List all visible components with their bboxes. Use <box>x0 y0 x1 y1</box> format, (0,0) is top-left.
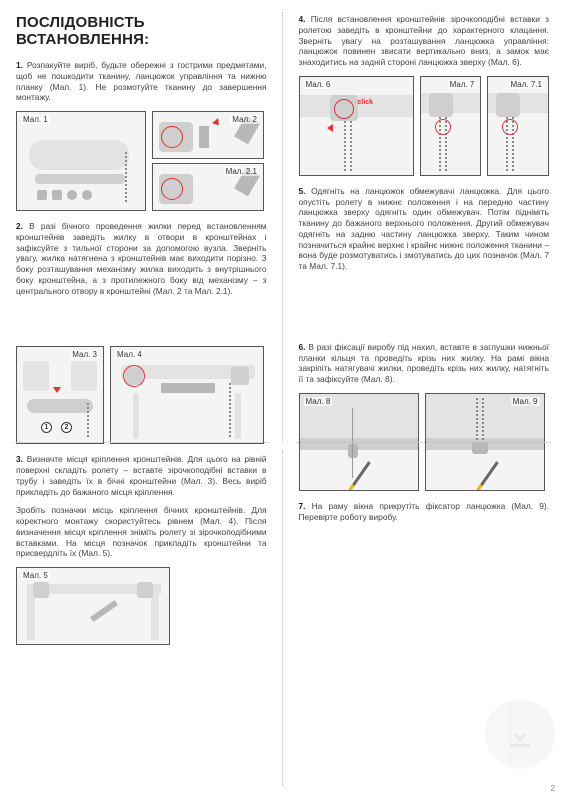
step-text-7: На раму вікна прикрутіть фіксатор ланцюж… <box>299 501 550 522</box>
vertical-divider-top <box>282 12 283 442</box>
step-number-2: 2. <box>16 221 23 231</box>
figure-label-7: Мал. 7 <box>448 80 477 89</box>
page-number: 2 <box>551 784 555 793</box>
step-text-4: Після встановлення кронштейнів зірочкопо… <box>299 14 550 67</box>
figure-row-3: Мал. 6 click Мал. 7 Мал. 7.1 <box>299 76 550 176</box>
figure-label-3: Мал. 3 <box>70 350 99 359</box>
paragraph-3a: 3. Визначте місця кріплення кронштейнів.… <box>16 454 267 497</box>
figure-6: Мал. 6 click <box>299 76 414 176</box>
figure-label-1: Мал. 1 <box>21 115 50 124</box>
paragraph-3b: Зробіть позначки місць кріплення бічних … <box>16 505 267 559</box>
figure-2-1: Мал. 2.1 <box>152 163 264 211</box>
left-column: ПОСЛІДОВНІСТЬ ВСТАНОВЛЕННЯ: 1. Розпакуйт… <box>0 0 283 799</box>
figure-label-2-1: Мал. 2.1 <box>224 167 259 176</box>
paragraph-1: 1. Розпакуйте виріб, будьте обережні з г… <box>16 60 267 103</box>
paragraph-2: 2. В разі бічного проведення жилки перед… <box>16 221 267 296</box>
badge-2: 2 <box>61 422 72 433</box>
figure-7: Мал. 7 <box>420 76 482 176</box>
step-number-6: 6. <box>299 342 306 352</box>
figure-7-1: Мал. 7.1 <box>487 76 549 176</box>
step-text-2: В разі бічного проведення жилки перед вс… <box>16 221 267 296</box>
horizontal-divider-left <box>14 442 269 443</box>
figure-row-1: Мал. 1 Мал. 2 Мал. 2. <box>16 111 267 211</box>
figure-label-8: Мал. 8 <box>304 397 333 406</box>
figure-label-4: Мал. 4 <box>115 350 144 359</box>
step-text-1: Розпакуйте виріб, будьте обережні з гост… <box>16 60 267 102</box>
click-label: click <box>358 99 374 106</box>
paragraph-7: 7. На раму вікна прикрутіть фіксатор лан… <box>299 501 550 523</box>
step-text-3a: Визначте місця кріплення кронштейнів. Дл… <box>16 454 267 496</box>
step-number-1: 1. <box>16 60 23 70</box>
paragraph-4: 4. Після встановлення кронштейнів зірочк… <box>299 14 550 68</box>
step-number-4: 4. <box>299 14 306 24</box>
page: ПОСЛІДОВНІСТЬ ВСТАНОВЛЕННЯ: 1. Розпакуйт… <box>0 0 565 799</box>
figure-label-9: Мал. 9 <box>511 397 540 406</box>
paragraph-5: 5. Одягніть на ланцюжок обмежувачі ланцю… <box>299 186 550 272</box>
page-title: ПОСЛІДОВНІСТЬ ВСТАНОВЛЕННЯ: <box>16 14 267 48</box>
paragraph-6: 6. В разі фіксації виробу під нахил, вст… <box>299 342 550 385</box>
step-number-7: 7. <box>299 501 306 511</box>
step-text-6: В разі фіксації виробу під нахил, вставт… <box>299 342 550 384</box>
step-text-3b: Зробіть позначки місць кріплення бічних … <box>16 505 267 558</box>
badge-1: 1 <box>41 422 52 433</box>
figure-label-2: Мал. 2 <box>230 115 259 124</box>
figure-4: Мал. 4 <box>110 346 264 444</box>
figure-label-6: Мал. 6 <box>304 80 333 89</box>
watermark-icon <box>485 699 555 769</box>
figure-1: Мал. 1 <box>16 111 146 211</box>
figure-row-2: Мал. 3 1 2 Мал. 4 <box>16 346 267 444</box>
figure-label-5: Мал. 5 <box>21 571 50 580</box>
figure-3: Мал. 3 1 2 <box>16 346 104 444</box>
step-number-3: 3. <box>16 454 23 464</box>
figure-label-7-1: Мал. 7.1 <box>509 80 544 89</box>
step-number-5: 5. <box>299 186 306 196</box>
step-text-5: Одягніть на ланцюжок обмежувачі ланцюжка… <box>299 186 550 271</box>
horizontal-divider-right <box>296 442 551 443</box>
vertical-divider-bottom <box>282 450 283 785</box>
figure-2: Мал. 2 <box>152 111 264 159</box>
right-column: 4. Після встановлення кронштейнів зірочк… <box>283 0 565 799</box>
figure-5: Мал. 5 <box>16 567 170 645</box>
